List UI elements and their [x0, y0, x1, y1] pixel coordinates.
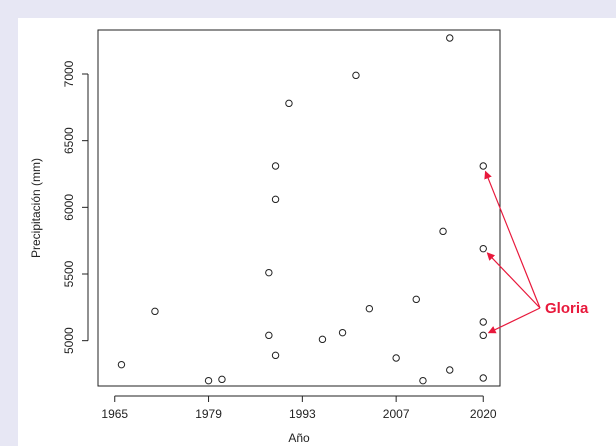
data-point [479, 318, 487, 326]
annotation-label: Gloria [545, 300, 589, 317]
y-tick-label: 7000 [62, 60, 76, 87]
y-axis: 5000 5500 6000 6500 7000 [62, 60, 89, 354]
data-points [117, 34, 487, 385]
x-tick-label: 2020 [470, 407, 497, 421]
data-point [412, 295, 420, 304]
data-point [271, 351, 280, 360]
data-point [204, 376, 213, 385]
data-point [479, 331, 487, 340]
annotation-arrow [484, 170, 541, 309]
data-point [218, 375, 226, 384]
plot-area [97, 29, 501, 387]
x-axis: 1965 1979 1993 2007 2020 [101, 395, 497, 421]
data-point [392, 354, 400, 362]
data-point [117, 360, 126, 369]
data-point [318, 335, 327, 344]
data-point [285, 99, 293, 108]
data-point [446, 34, 454, 42]
data-point [479, 374, 487, 382]
data-point [446, 366, 454, 374]
scatter-chart: 1965 1979 1993 2007 2020 5000 5500 6000 6500 700… [29, 29, 589, 445]
x-tick-label: 1965 [101, 407, 128, 421]
data-point [419, 376, 427, 385]
chart-frame: 1965 1979 1993 2007 2020 5000 5500 6000 6500 700… [18, 18, 616, 446]
data-point [271, 162, 280, 170]
data-point [338, 328, 347, 337]
annotation-layer: Gloria [484, 170, 589, 334]
y-tick-label: 5500 [62, 260, 76, 287]
y-tick-label: 5000 [62, 327, 76, 354]
data-point [265, 331, 273, 340]
data-point [352, 71, 360, 80]
data-point [151, 307, 159, 316]
y-tick-label: 6500 [62, 127, 76, 154]
data-point [479, 244, 487, 253]
x-axis-title: Año [288, 431, 310, 445]
data-point [265, 268, 273, 277]
annotation-arrow [486, 252, 541, 309]
y-axis-title: Precipitación (mm) [29, 158, 43, 258]
x-tick-label: 1979 [195, 407, 222, 421]
annotation-arrow [487, 307, 541, 334]
x-tick-label: 2007 [383, 407, 410, 421]
data-point [479, 162, 487, 170]
x-tick-label: 1993 [289, 407, 316, 421]
data-point [439, 227, 447, 236]
y-tick-label: 6000 [62, 194, 76, 221]
data-point [271, 195, 280, 204]
data-point [365, 304, 374, 313]
